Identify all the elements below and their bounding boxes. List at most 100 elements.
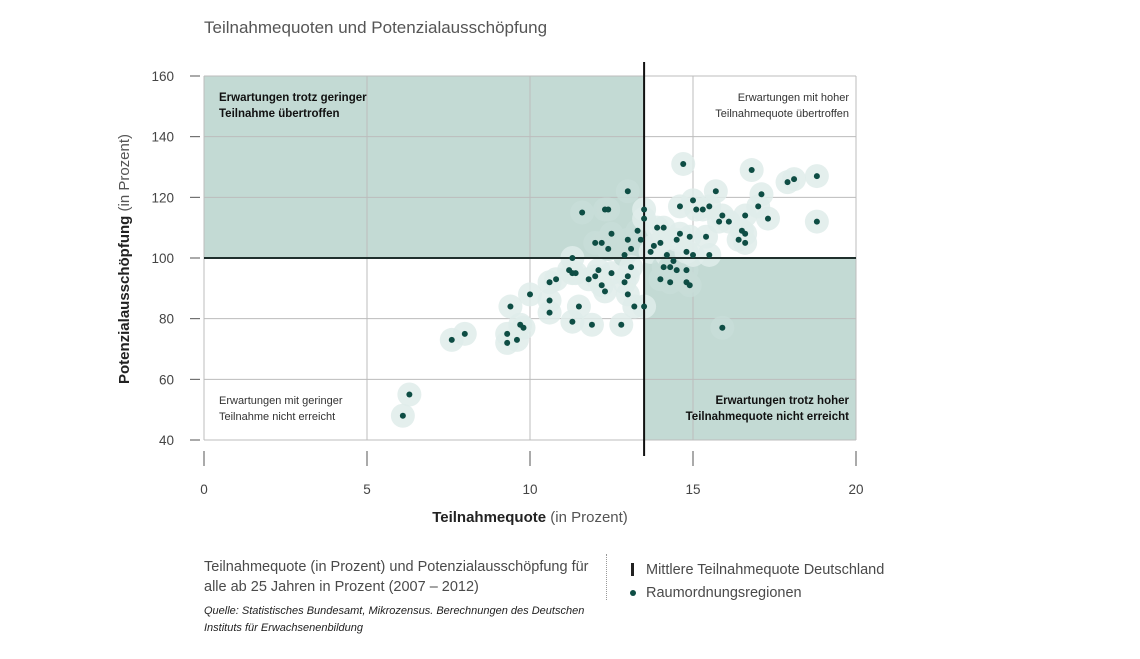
data-point xyxy=(813,173,820,180)
x-axis-title-bold: Teilnahmequote xyxy=(432,509,546,526)
quadrant-label-top-left: Teilnahme übertroffen xyxy=(219,108,340,120)
data-point xyxy=(569,318,576,325)
data-point xyxy=(673,236,680,243)
data-point xyxy=(546,279,553,286)
legend-item-regions: Raumordnungsregionen xyxy=(630,581,884,604)
data-point xyxy=(585,276,592,283)
legend-mean-line-icon xyxy=(631,563,634,576)
data-point xyxy=(703,233,710,240)
data-point xyxy=(504,339,511,346)
x-tick-label: 20 xyxy=(848,482,863,497)
data-point xyxy=(676,230,683,237)
data-point xyxy=(631,303,638,310)
data-point xyxy=(504,330,511,337)
data-point xyxy=(588,321,595,328)
data-point xyxy=(628,264,635,271)
x-tick-label: 10 xyxy=(522,482,537,497)
legend-divider xyxy=(606,554,607,600)
data-point xyxy=(579,209,586,216)
data-point xyxy=(592,239,599,246)
data-point xyxy=(706,203,713,210)
data-point xyxy=(683,267,690,274)
y-tick-label: 160 xyxy=(151,69,174,84)
y-tick-label: 140 xyxy=(151,130,174,145)
data-point xyxy=(654,224,661,231)
legend-regions-label: Raumordnungsregionen xyxy=(646,584,802,601)
data-point xyxy=(624,188,631,195)
data-point xyxy=(601,288,608,295)
chart-caption: Teilnahmequote (in Prozent) und Potenzia… xyxy=(204,559,589,595)
data-point xyxy=(725,218,732,225)
data-point xyxy=(716,218,723,225)
data-point xyxy=(680,160,687,167)
data-point xyxy=(641,303,648,310)
data-point xyxy=(693,206,700,213)
data-point xyxy=(719,324,726,331)
y-tick-label: 100 xyxy=(151,251,174,266)
data-point xyxy=(624,236,631,243)
data-point xyxy=(813,218,820,225)
data-point xyxy=(670,258,677,265)
data-point xyxy=(660,224,667,231)
points-layer xyxy=(399,160,820,419)
data-point xyxy=(605,206,612,213)
data-point xyxy=(647,248,654,255)
data-point xyxy=(712,188,719,195)
data-point xyxy=(406,391,413,398)
data-point xyxy=(690,251,696,258)
data-point xyxy=(621,279,628,286)
data-point xyxy=(507,303,514,310)
data-point xyxy=(660,264,667,271)
quadrant-label-top-left: Erwartungen trotz geringer xyxy=(219,92,367,104)
data-point xyxy=(742,212,749,219)
chart-title: Teilnahmequoten und Potenzialausschöpfun… xyxy=(204,18,548,37)
data-point xyxy=(598,282,605,289)
reference-lines-layer xyxy=(204,62,856,456)
data-point xyxy=(605,245,612,252)
data-point xyxy=(575,303,582,310)
data-point xyxy=(618,321,625,328)
data-point xyxy=(641,215,648,222)
data-point xyxy=(657,276,664,283)
y-axis-title-bold: Potenzialausschöpfung xyxy=(116,216,133,384)
data-point xyxy=(667,279,674,286)
quadrant-label-bottom-right: Teilnahmequote nicht erreicht xyxy=(686,411,850,423)
data-point xyxy=(667,264,674,271)
x-tick-label: 15 xyxy=(685,482,700,497)
data-point xyxy=(755,203,762,210)
y-axis-title: Potenzialausschöpfung (in Prozent) xyxy=(116,134,133,384)
legend-dot-icon xyxy=(630,589,636,596)
data-point xyxy=(673,267,680,274)
quadrant-shading-layer xyxy=(204,76,856,440)
data-point xyxy=(608,230,615,237)
legend-mean-label: Mittlere Teilnahmequote Deutschland xyxy=(646,561,885,578)
data-point xyxy=(784,179,791,186)
data-point xyxy=(663,251,670,258)
labels-layer: Erwartungen trotz geringer Teilnahme über… xyxy=(219,92,850,423)
quadrant-label-top-right: Teilnahmequote übertroffen xyxy=(715,108,849,120)
axes-layer: 40 60 80 100 120 140 160 0 5 10 15 20 Teilnahmequote… xyxy=(116,69,864,526)
data-point xyxy=(742,230,749,237)
data-point xyxy=(448,336,455,343)
legend-item-mean: Mittlere Teilnahmequote Deutschland xyxy=(630,558,884,581)
quadrant-label-top-right: Erwartungen mit hoher xyxy=(738,92,850,104)
quadrant-label-bottom-right: Erwartungen trotz hoher xyxy=(715,395,849,407)
data-point xyxy=(546,297,553,304)
quadrant-label-bottom-left: Erwartungen mit geringer xyxy=(219,395,343,407)
data-point xyxy=(546,309,553,316)
data-point xyxy=(592,273,599,280)
chart-source: Quelle: Statistisches Bundesamt, Mikroze… xyxy=(204,605,585,634)
x-tick-label: 0 xyxy=(200,482,208,497)
data-point xyxy=(683,248,690,255)
quadrant-fill-top-left xyxy=(204,76,645,258)
y-tick-label: 120 xyxy=(151,190,174,205)
data-point xyxy=(624,291,631,298)
y-axis-title-unit: (in Prozent) xyxy=(116,134,133,216)
data-point xyxy=(686,233,693,240)
data-point xyxy=(719,212,726,219)
data-point xyxy=(764,215,771,222)
data-point xyxy=(641,206,648,213)
data-point xyxy=(399,412,406,419)
data-point xyxy=(595,267,602,274)
